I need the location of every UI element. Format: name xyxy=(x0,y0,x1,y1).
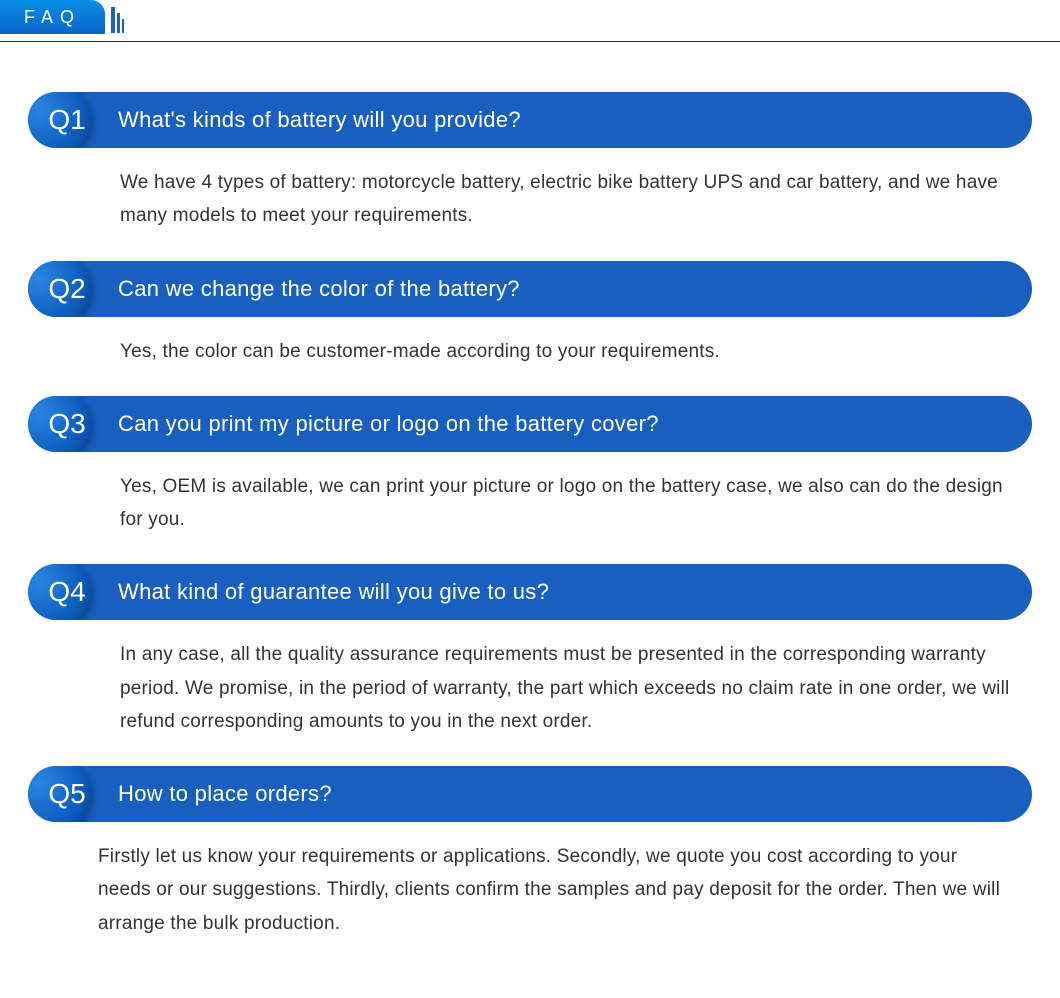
faq-tab: FAQ xyxy=(0,0,105,34)
question-id: Q3 xyxy=(48,408,85,440)
question-badge: Q2 xyxy=(28,261,106,317)
answer-text: Yes, the color can be customer-made acco… xyxy=(28,317,1032,376)
question-header: Q1 What's kinds of battery will you provi… xyxy=(28,92,1032,148)
faq-item: Q3 Can you print my picture or logo on th… xyxy=(28,396,1032,545)
question-header: Q3 Can you print my picture or logo on th… xyxy=(28,396,1032,452)
question-header: Q5 How to place orders? xyxy=(28,766,1032,822)
question-badge: Q5 xyxy=(28,766,106,822)
question-id: Q5 xyxy=(48,778,85,810)
answer-text: We have 4 types of battery: motorcycle b… xyxy=(28,148,1032,241)
question-badge: Q3 xyxy=(28,396,106,452)
question-badge: Q1 xyxy=(28,92,106,148)
question-text: Can you print my picture or logo on the … xyxy=(106,411,1032,437)
question-badge: Q4 xyxy=(28,564,106,620)
question-id: Q4 xyxy=(48,576,85,608)
faq-item: Q5 How to place orders? Firstly let us kno… xyxy=(28,766,1032,948)
answer-text: Firstly let us know your requirements or… xyxy=(28,822,1032,948)
question-text: What kind of guarantee will you give to … xyxy=(106,579,1032,605)
section-header: FAQ xyxy=(0,0,1060,42)
answer-text: Yes, OEM is available, we can print your… xyxy=(28,452,1032,545)
answer-text: In any case, all the quality assurance r… xyxy=(28,620,1032,746)
faq-list: Q1 What's kinds of battery will you provi… xyxy=(0,92,1060,998)
question-header: Q2 Can we change the color of the battery… xyxy=(28,261,1032,317)
faq-item: Q2 Can we change the color of the battery… xyxy=(28,261,1032,376)
decorative-bars xyxy=(111,7,126,38)
question-text: What's kinds of battery will you provide… xyxy=(106,107,1032,133)
question-id: Q2 xyxy=(48,273,85,305)
faq-item: Q1 What's kinds of battery will you provi… xyxy=(28,92,1032,241)
question-id: Q1 xyxy=(48,104,85,136)
question-text: How to place orders? xyxy=(106,781,1032,807)
faq-item: Q4 What kind of guarantee will you give t… xyxy=(28,564,1032,746)
question-header: Q4 What kind of guarantee will you give t… xyxy=(28,564,1032,620)
question-text: Can we change the color of the battery? xyxy=(106,276,1032,302)
